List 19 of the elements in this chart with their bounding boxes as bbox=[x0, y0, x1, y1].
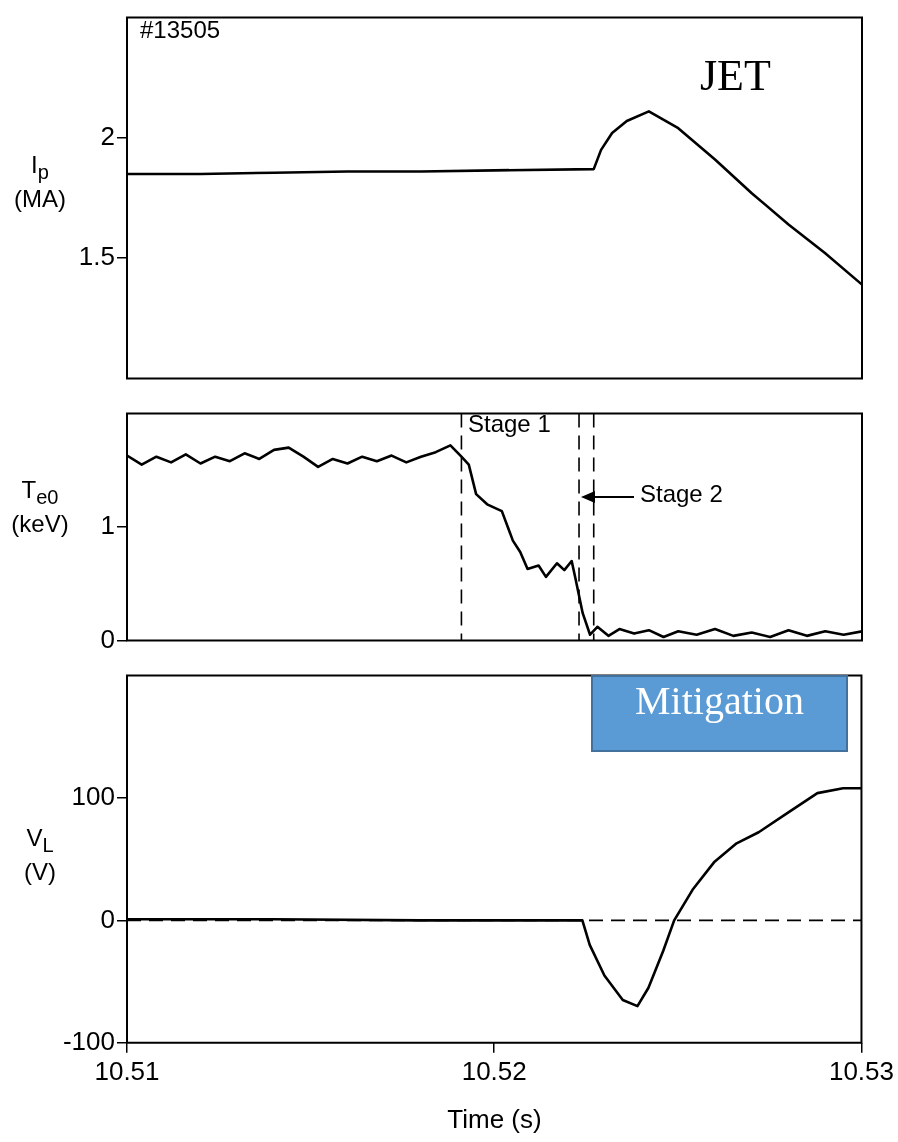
annotation: Stage 2 bbox=[640, 480, 723, 508]
x-tick-label: 10.51 bbox=[94, 1055, 160, 1086]
annotation: #13505 bbox=[140, 16, 221, 44]
annotation: Mitigation bbox=[591, 675, 848, 752]
x-axis-title: Time (s) bbox=[446, 1104, 543, 1135]
y-axis-title: I$_{p}$ (MA) bbox=[13, 150, 67, 214]
annotation: JET bbox=[700, 50, 771, 101]
y-tick-label: 100 bbox=[71, 781, 115, 812]
y-tick-label: -100 bbox=[62, 1025, 115, 1056]
x-tick-label: 10.52 bbox=[461, 1055, 527, 1086]
y-axis-title: V$_{L}$ (V) bbox=[23, 823, 57, 887]
y-tick-label: 1.5 bbox=[78, 241, 115, 272]
y-tick-label: 1 bbox=[100, 510, 115, 541]
y-tick-label: 0 bbox=[100, 623, 115, 654]
x-tick-label: 10.53 bbox=[828, 1055, 895, 1086]
y-tick-label: 2 bbox=[100, 121, 115, 152]
annotation: Stage 1 bbox=[468, 410, 551, 438]
y-tick-label: 0 bbox=[100, 903, 115, 934]
y-axis-title: T$_{e0}$ (keV) bbox=[10, 475, 70, 539]
